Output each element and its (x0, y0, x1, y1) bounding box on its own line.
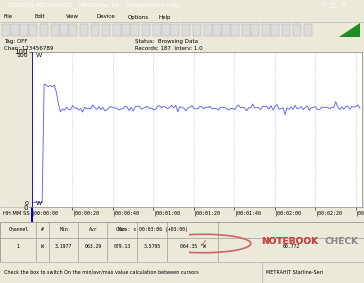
FancyBboxPatch shape (113, 24, 121, 36)
Polygon shape (339, 23, 360, 37)
Text: #: # (41, 227, 44, 232)
Text: 064.35  W: 064.35 W (180, 244, 206, 249)
FancyBboxPatch shape (29, 24, 37, 36)
Text: METRAHIT Starline-Seri: METRAHIT Starline-Seri (266, 270, 323, 275)
FancyBboxPatch shape (153, 24, 161, 36)
Text: |00:00:40: |00:00:40 (113, 211, 140, 216)
FancyBboxPatch shape (40, 24, 48, 36)
FancyBboxPatch shape (204, 24, 212, 36)
FancyBboxPatch shape (222, 24, 230, 36)
Text: |00:02:00: |00:02:00 (275, 211, 302, 216)
FancyBboxPatch shape (80, 24, 88, 36)
Text: NOTEBOOK: NOTEBOOK (261, 237, 318, 246)
FancyBboxPatch shape (122, 24, 130, 36)
Text: Min: Min (59, 227, 68, 232)
Text: W: W (36, 201, 42, 205)
Text: Device: Device (96, 14, 115, 20)
Text: |00:00:00: |00:00:00 (32, 211, 59, 216)
FancyBboxPatch shape (2, 24, 10, 36)
Text: |00:02:20: |00:02:20 (316, 211, 343, 216)
Text: |00:02:40: |00:02:40 (356, 211, 364, 216)
FancyBboxPatch shape (131, 24, 139, 36)
Text: Chan: 123456789: Chan: 123456789 (4, 46, 53, 51)
FancyBboxPatch shape (142, 24, 150, 36)
Text: 100: 100 (17, 53, 28, 58)
FancyBboxPatch shape (182, 24, 190, 36)
FancyBboxPatch shape (162, 24, 170, 36)
Text: Status:  Browsing Data: Status: Browsing Data (135, 39, 198, 44)
Text: 1: 1 (17, 244, 20, 249)
Text: HH MM SS: HH MM SS (3, 211, 30, 216)
Text: 60.772: 60.772 (282, 244, 300, 249)
Text: 079.13: 079.13 (113, 244, 131, 249)
Text: |00:00:20: |00:00:20 (72, 211, 99, 216)
Text: Curs: s 00:03:06 (+03:00): Curs: s 00:03:06 (+03:00) (116, 227, 188, 232)
FancyBboxPatch shape (213, 24, 221, 36)
Text: Avr: Avr (88, 227, 97, 232)
Text: W: W (36, 53, 42, 58)
FancyBboxPatch shape (282, 24, 290, 36)
Text: 3.1977: 3.1977 (55, 244, 72, 249)
Text: Check the box to switch On the min/avr/max value calculation between cursors: Check the box to switch On the min/avr/m… (4, 270, 198, 275)
FancyBboxPatch shape (293, 24, 301, 36)
Text: Records: 187  Interv: 1.0: Records: 187 Interv: 1.0 (135, 46, 202, 51)
Text: 0: 0 (24, 201, 28, 205)
FancyBboxPatch shape (11, 24, 19, 36)
FancyBboxPatch shape (304, 24, 312, 36)
Text: W: W (41, 244, 44, 249)
FancyBboxPatch shape (60, 24, 68, 36)
FancyBboxPatch shape (91, 24, 99, 36)
Text: GOSSEN METRAWATT    METRAwin 10    Unregistered copy: GOSSEN METRAWATT METRAwin 10 Unregistere… (9, 3, 180, 8)
FancyBboxPatch shape (251, 24, 259, 36)
Text: Edit: Edit (35, 14, 45, 20)
FancyBboxPatch shape (69, 24, 77, 36)
Text: Channel: Channel (8, 227, 28, 232)
Text: Help: Help (158, 14, 171, 20)
FancyBboxPatch shape (231, 24, 239, 36)
Text: 063.29: 063.29 (84, 244, 102, 249)
FancyBboxPatch shape (271, 24, 279, 36)
Text: |00:01:20: |00:01:20 (194, 211, 221, 216)
Text: Tag: OFF: Tag: OFF (4, 39, 27, 44)
Bar (31, 207, 33, 222)
Text: Options: Options (127, 14, 149, 20)
FancyBboxPatch shape (20, 24, 28, 36)
FancyBboxPatch shape (171, 24, 179, 36)
Text: |00:01:00: |00:01:00 (154, 211, 181, 216)
Text: ✓: ✓ (198, 239, 207, 248)
FancyBboxPatch shape (51, 24, 59, 36)
FancyBboxPatch shape (262, 24, 270, 36)
Text: |00:01:40: |00:01:40 (234, 211, 261, 216)
Text: ─   □   ✕: ─ □ ✕ (320, 3, 347, 8)
Text: Max: Max (118, 227, 126, 232)
FancyBboxPatch shape (193, 24, 201, 36)
Text: 3.5795: 3.5795 (143, 244, 161, 249)
FancyBboxPatch shape (242, 24, 250, 36)
Text: View: View (66, 14, 79, 20)
Text: File: File (4, 14, 13, 20)
FancyBboxPatch shape (102, 24, 110, 36)
Text: NOTEBOOK: NOTEBOOK (261, 237, 318, 246)
Text: CHECK: CHECK (324, 237, 359, 246)
